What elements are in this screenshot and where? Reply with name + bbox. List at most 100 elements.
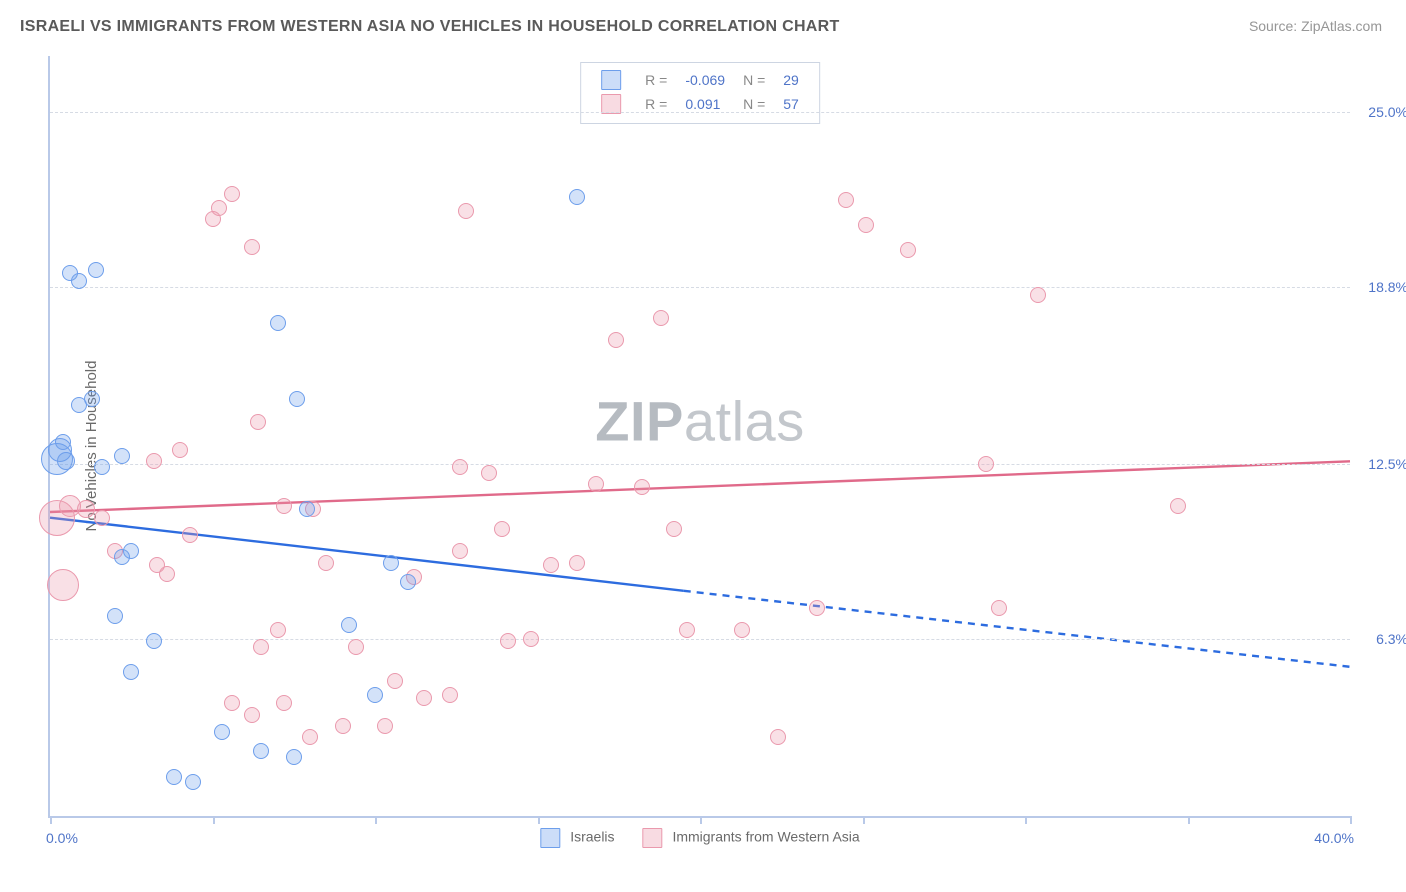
x-tick	[1025, 816, 1027, 824]
chart-container: ISRAELI VS IMMIGRANTS FROM WESTERN ASIA …	[0, 0, 1406, 892]
data-point	[569, 555, 585, 571]
data-point	[608, 332, 624, 348]
data-point	[286, 749, 302, 765]
data-point	[289, 391, 305, 407]
data-point	[84, 391, 100, 407]
data-point	[523, 631, 539, 647]
data-point	[270, 315, 286, 331]
data-point	[543, 557, 559, 573]
x-tick	[1188, 816, 1190, 824]
data-point	[348, 639, 364, 655]
source-label: Source: ZipAtlas.com	[1249, 18, 1382, 34]
x-tick	[700, 816, 702, 824]
data-point	[107, 608, 123, 624]
data-point	[166, 769, 182, 785]
data-point	[809, 600, 825, 616]
data-point	[123, 543, 139, 559]
data-point	[500, 633, 516, 649]
y-tick-label: 18.8%	[1368, 279, 1406, 295]
data-point	[270, 622, 286, 638]
data-point	[494, 521, 510, 537]
legend-item-blue: Israelis	[540, 828, 614, 848]
data-point	[302, 729, 318, 745]
data-point	[88, 262, 104, 278]
data-point	[1170, 498, 1186, 514]
data-point	[458, 203, 474, 219]
data-point	[900, 242, 916, 258]
legend-label-blue: Israelis	[570, 829, 614, 845]
data-point	[299, 501, 315, 517]
data-point	[734, 622, 750, 638]
data-point	[276, 498, 292, 514]
series-legend: Israelis Immigrants from Western Asia	[540, 828, 859, 848]
data-point	[341, 617, 357, 633]
data-point	[159, 566, 175, 582]
data-point	[858, 217, 874, 233]
swatch-pink-icon	[643, 828, 663, 848]
data-point	[244, 707, 260, 723]
data-point	[666, 521, 682, 537]
data-point	[978, 456, 994, 472]
data-point	[185, 774, 201, 790]
x-tick	[1350, 816, 1352, 824]
trend-lines	[50, 56, 1350, 816]
gridline	[50, 639, 1350, 640]
data-point	[244, 239, 260, 255]
gridline	[50, 287, 1350, 288]
data-point	[205, 211, 221, 227]
data-point	[634, 479, 650, 495]
data-point	[569, 189, 585, 205]
data-point	[57, 452, 75, 470]
legend-item-pink: Immigrants from Western Asia	[643, 828, 860, 848]
x-tick	[50, 816, 52, 824]
data-point	[77, 500, 95, 518]
data-point	[416, 690, 432, 706]
data-point	[452, 543, 468, 559]
data-point	[253, 743, 269, 759]
data-point	[172, 442, 188, 458]
data-point	[838, 192, 854, 208]
swatch-blue-icon	[540, 828, 560, 848]
x-tick	[213, 816, 215, 824]
data-point	[71, 273, 87, 289]
data-point	[250, 414, 266, 430]
data-point	[253, 639, 269, 655]
data-point	[679, 622, 695, 638]
data-point	[94, 510, 110, 526]
x-axis-min-label: 0.0%	[46, 830, 78, 846]
data-point	[588, 476, 604, 492]
data-point	[146, 453, 162, 469]
data-point	[276, 695, 292, 711]
gridline	[50, 112, 1350, 113]
data-point	[387, 673, 403, 689]
x-tick	[538, 816, 540, 824]
data-point	[452, 459, 468, 475]
data-point	[214, 724, 230, 740]
data-point	[55, 434, 71, 450]
x-tick	[375, 816, 377, 824]
data-point	[114, 448, 130, 464]
data-point	[335, 718, 351, 734]
data-point	[94, 459, 110, 475]
y-tick-label: 12.5%	[1368, 456, 1406, 472]
x-axis-max-label: 40.0%	[1314, 830, 1354, 846]
gridline	[50, 464, 1350, 465]
data-point	[400, 574, 416, 590]
data-point	[224, 186, 240, 202]
data-point	[1030, 287, 1046, 303]
y-tick-label: 25.0%	[1368, 104, 1406, 120]
data-point	[991, 600, 1007, 616]
data-point	[481, 465, 497, 481]
data-point	[146, 633, 162, 649]
plot-area: ZIPatlas R = -0.069 N = 29 R = 0.091 N =…	[48, 56, 1350, 818]
data-point	[182, 527, 198, 543]
legend-label-pink: Immigrants from Western Asia	[672, 829, 859, 845]
data-point	[383, 555, 399, 571]
data-point	[367, 687, 383, 703]
data-point	[123, 664, 139, 680]
data-point	[224, 695, 240, 711]
data-point	[318, 555, 334, 571]
data-point	[653, 310, 669, 326]
x-tick	[863, 816, 865, 824]
y-tick-label: 6.3%	[1376, 631, 1406, 647]
